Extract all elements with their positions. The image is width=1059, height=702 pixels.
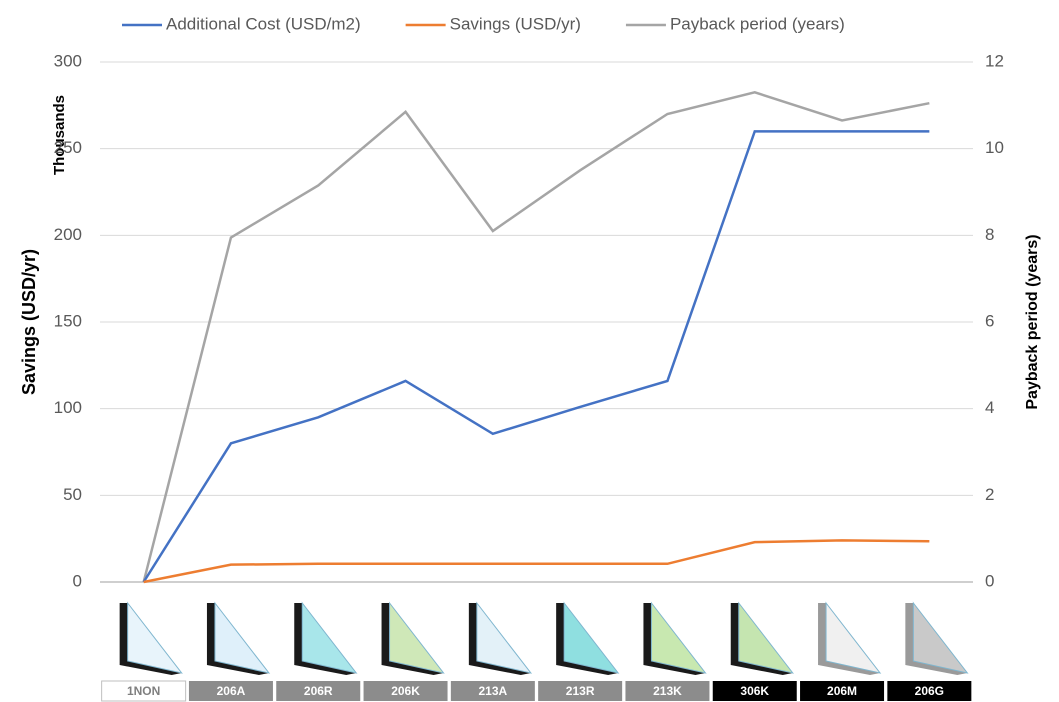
glass-icon [294, 603, 357, 675]
glass-pane [650, 601, 707, 674]
glass-pane [301, 601, 358, 674]
y2-tick-label: 0 [985, 571, 994, 590]
x-tick-label: 213R [566, 684, 595, 698]
legend-label: Payback period (years) [670, 14, 845, 33]
glass-icon [381, 603, 444, 675]
glass-pane [912, 601, 969, 674]
y-tick-label: 200 [54, 225, 82, 244]
series-line [143, 539, 930, 584]
y-units-label: Thousands [51, 95, 68, 175]
legend-label: Additional Cost (USD/m2) [166, 14, 361, 33]
glass-icon [730, 603, 793, 675]
category-box [625, 681, 710, 701]
y2-tick-label: 4 [985, 398, 994, 417]
x-tick-label: 206A [217, 684, 246, 698]
y-tick-label: 0 [73, 571, 82, 590]
glass-icon [206, 603, 269, 675]
glass-pane [825, 601, 882, 674]
y2-tick-label: 8 [985, 225, 994, 244]
glass-pane [389, 601, 445, 674]
glass-icon [468, 603, 531, 675]
glass-icon [119, 603, 182, 675]
glass-pane [738, 601, 794, 674]
y2-tick-label: 10 [985, 138, 1004, 157]
x-tick-label: 206M [827, 684, 857, 698]
category-box [887, 681, 972, 701]
y-tick-label: 300 [54, 51, 82, 70]
x-tick-label: 1NON [127, 684, 160, 698]
y-axis-title: Savings (USD/yr) [19, 249, 39, 395]
category-box [188, 681, 273, 701]
category-box [712, 681, 797, 701]
y2-tick-label: 2 [985, 485, 994, 504]
glass-pane [476, 601, 533, 674]
x-tick-label: 306K [740, 684, 769, 698]
x-tick-label: 213K [653, 684, 682, 698]
glass-icon [556, 603, 619, 675]
y2-tick-label: 12 [985, 51, 1004, 70]
x-tick-label: 213A [479, 684, 508, 698]
glass-icon [643, 603, 706, 675]
glass-pane [563, 601, 620, 674]
category-box [101, 680, 187, 702]
x-tick-label: 206G [915, 684, 944, 698]
y-tick-label: 250 [54, 138, 82, 157]
y-tick-label: 100 [54, 398, 82, 417]
x-tick-label: 206K [391, 684, 420, 698]
category-box [800, 681, 885, 701]
y2-axis-title: Payback period (years) [1024, 234, 1041, 409]
category-box [276, 681, 361, 701]
y2-tick-label: 6 [985, 311, 994, 330]
x-tick-label: 206R [304, 684, 333, 698]
series-line [142, 91, 930, 583]
legend-label: Savings (USD/yr) [450, 14, 581, 33]
series-line [142, 130, 930, 583]
glass-pane [214, 601, 271, 674]
category-box [363, 681, 448, 701]
glass-icon [818, 603, 881, 675]
glass-icon [905, 603, 968, 675]
glass-pane [127, 601, 183, 674]
category-box [538, 681, 623, 701]
y-tick-label: 150 [54, 311, 82, 330]
y-tick-label: 50 [63, 485, 82, 504]
category-box [450, 681, 535, 701]
